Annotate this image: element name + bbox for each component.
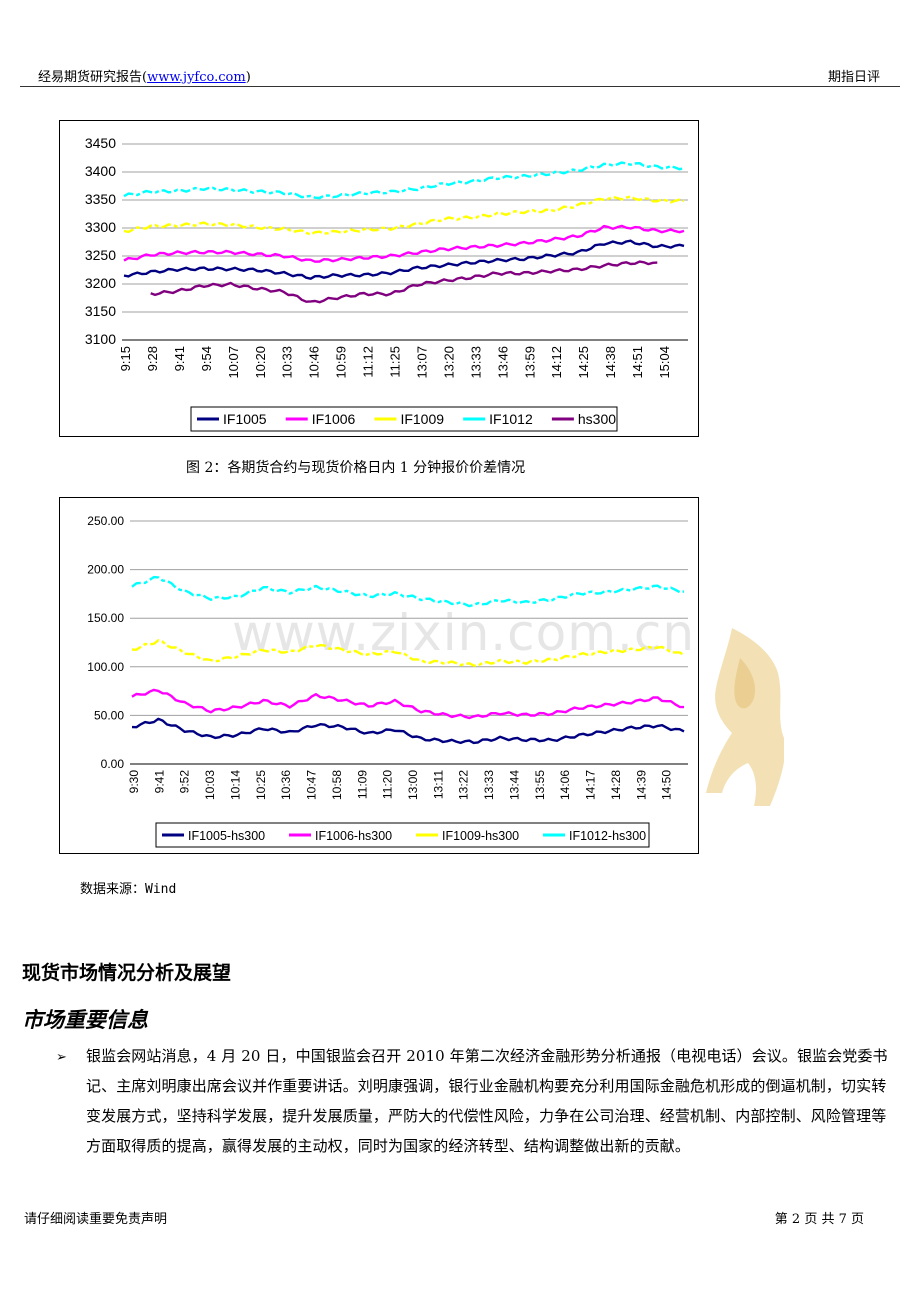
x-tick-label: 10:20 [253, 346, 268, 379]
x-tick-label: 13:00 [406, 770, 420, 800]
x-tick-label: 9:41 [172, 346, 187, 371]
legend-label: IF1009-hs300 [442, 829, 519, 843]
chart-legend: IF1005-hs300 IF1006-hs300 IF1009-hs300 IF10… [155, 822, 650, 848]
x-tick-label: 15:04 [657, 346, 672, 379]
figure-caption: 图 2：各期货合约与现货价格日内 1 分钟报价价差情况 [186, 460, 526, 476]
x-tick-label: 11:12 [361, 346, 376, 378]
x-tick-label: 10:46 [307, 346, 322, 379]
x-tick-label: 13:07 [414, 346, 429, 379]
x-tick-label: 14:12 [549, 346, 564, 379]
series-line-if1006 [123, 224, 685, 263]
series-line-if1005-hs300 [131, 717, 685, 745]
legend-label: IF1009 [400, 411, 444, 427]
y-tick-label: 3400 [85, 163, 116, 179]
series-line-if1005 [123, 239, 685, 280]
x-tick-label: 9:28 [145, 346, 160, 371]
series-line-if1006-hs300 [131, 688, 685, 720]
x-tick-label: 13:33 [468, 346, 483, 379]
x-tick-label: 13:55 [533, 770, 547, 800]
series-line-if1012-hs300 [131, 575, 685, 608]
x-tick-label: 9:15 [118, 346, 133, 371]
header-link[interactable]: www.jyfco.com [147, 70, 246, 85]
x-tick-label: 14:50 [660, 770, 674, 800]
x-tick-label: 14:51 [630, 346, 645, 379]
x-tick-label: 9:41 [152, 770, 166, 794]
x-tick-label: 10:03 [203, 770, 217, 800]
y-tick-label: 100.00 [87, 660, 124, 674]
y-tick-label: 150.00 [87, 611, 124, 625]
x-tick-label: 14:06 [558, 770, 572, 800]
y-tick-label: 3350 [85, 191, 116, 207]
x-tick-label: 14:28 [609, 770, 623, 800]
x-tick-label: 9:54 [199, 346, 214, 371]
footer-page-number: 第 2 页 共 7 页 [774, 1212, 864, 1227]
x-tick-label: 14:17 [584, 770, 598, 800]
y-tick-label: 3100 [85, 331, 116, 347]
legend-label: IF1012 [489, 411, 533, 427]
legend-box [155, 822, 650, 848]
x-tick-label: 11:20 [381, 770, 395, 799]
y-tick-label: 50.00 [94, 708, 124, 722]
x-tick-label: 10:25 [254, 770, 268, 800]
x-tick-label: 14:38 [603, 346, 618, 379]
watermark-text: www.zixin.com.cn [232, 604, 696, 662]
header-title: 经易期货研究报告(www.jyfco.com) [38, 66, 251, 85]
spread-chart-svg: 0.00 50.00 100.00 150.00 200.00 250.00 9:30 9:4… [87, 514, 688, 848]
x-tick-label: 9:30 [127, 770, 141, 794]
y-tick-label: 0.00 [101, 757, 125, 771]
header-divider [20, 86, 900, 87]
x-tick-label: 13:22 [457, 770, 471, 800]
series-line-if1009-hs300 [131, 639, 685, 667]
x-tick-label: 10:47 [305, 770, 319, 800]
price-chart-svg: 3100 3150 3200 3250 3300 3350 3400 3450 9:15 9:28… [85, 135, 688, 432]
x-tick-label: 11:09 [355, 770, 369, 799]
spread-line-chart: 0.00 50.00 100.00 150.00 200.00 250.00 9:30 9:4… [59, 497, 699, 854]
x-tick-label: 13:46 [495, 346, 510, 379]
x-tick-label: 10:07 [226, 346, 241, 379]
footer-disclaimer: 请仔细阅读重要免责声明 [24, 1212, 168, 1227]
x-tick-label: 13:11 [431, 770, 445, 799]
y-tick-label: 3200 [85, 275, 116, 291]
series-line-hs300 [150, 260, 658, 304]
x-tick-label: 13:59 [522, 346, 537, 379]
series-line-if1009 [123, 195, 685, 236]
x-tick-label: 9:52 [178, 770, 192, 794]
legend-label: IF1006 [312, 411, 356, 427]
legend-box [190, 406, 618, 432]
x-tick-label: 13:44 [507, 770, 521, 800]
price-line-chart: 3100 3150 3200 3250 3300 3350 3400 3450 9:15 9:28… [59, 120, 699, 437]
section-heading: 现货市场情况分析及展望 [22, 962, 232, 984]
x-tick-label: 14:25 [576, 346, 591, 379]
legend-label: IF1005 [223, 411, 267, 427]
x-tick-label: 14:39 [634, 770, 648, 800]
x-tick-label: 10:36 [279, 770, 293, 800]
header-right-label: 期指日评 [827, 70, 880, 85]
y-tick-label: 200.00 [87, 563, 124, 577]
x-tick-label: 13:33 [482, 770, 496, 800]
x-tick-label: 10:33 [280, 346, 295, 379]
x-tick-label: 13:20 [441, 346, 456, 379]
y-tick-label: 3250 [85, 247, 116, 263]
chart-legend: IF1005 IF1006 IF1009 IF1012 hs300 [190, 406, 618, 432]
series-line-if1012 [123, 161, 685, 200]
legend-label: IF1012-hs300 [569, 829, 646, 843]
legend-label: IF1005-hs300 [188, 829, 265, 843]
x-tick-label: 10:59 [334, 346, 349, 379]
x-tick-label: 10:14 [228, 770, 242, 800]
bull-logo-icon [706, 628, 784, 806]
legend-label: hs300 [578, 411, 616, 427]
header-prefix: 经易期货研究报告( [38, 70, 148, 85]
news-paragraph: 银监会网站消息，4 月 20 日，中国银监会召开 2010 年第二次经济金融形势… [86, 1047, 888, 1155]
header-suffix: ) [245, 70, 251, 85]
y-tick-label: 3150 [85, 303, 116, 319]
x-tick-label: 10:58 [330, 770, 344, 800]
y-tick-label: 3450 [85, 135, 116, 151]
bullet-arrow-icon: ➢ [56, 1050, 67, 1065]
data-source: 数据来源：Wind [80, 882, 177, 897]
y-tick-label: 250.00 [87, 514, 124, 528]
subsection-heading: 市场重要信息 [22, 1008, 148, 1032]
y-tick-label: 3300 [85, 219, 116, 235]
legend-label: IF1006-hs300 [315, 829, 392, 843]
x-tick-label: 11:25 [388, 346, 403, 378]
